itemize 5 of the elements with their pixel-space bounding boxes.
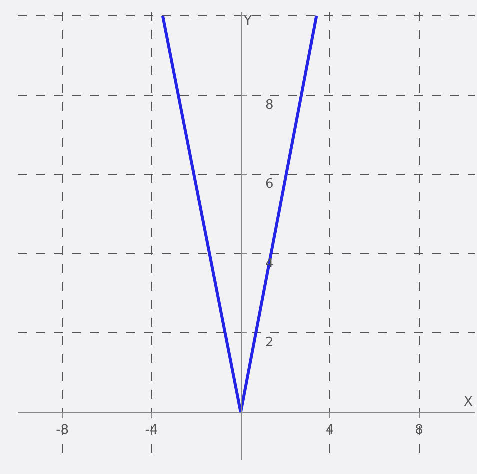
y-tick-label: 6 (266, 177, 274, 192)
y-tick-label: 8 (266, 98, 274, 113)
x-axis-title: X (464, 395, 473, 410)
y-tick-label: 2 (266, 336, 274, 351)
y-axis-title: Y (243, 14, 252, 29)
